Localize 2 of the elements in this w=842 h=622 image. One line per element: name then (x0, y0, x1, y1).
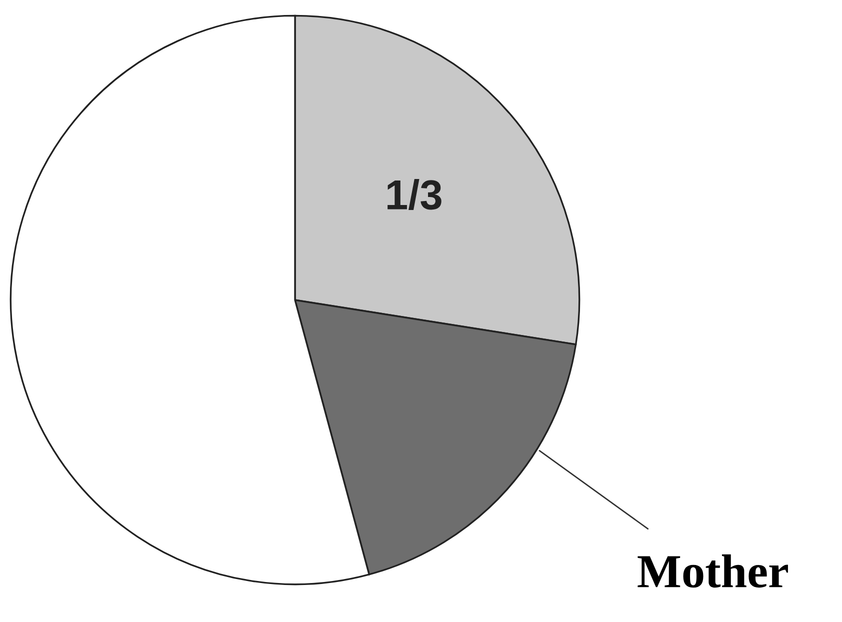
slice-label: Mother (638, 554, 788, 588)
text: 1/3 (388, 179, 442, 210)
